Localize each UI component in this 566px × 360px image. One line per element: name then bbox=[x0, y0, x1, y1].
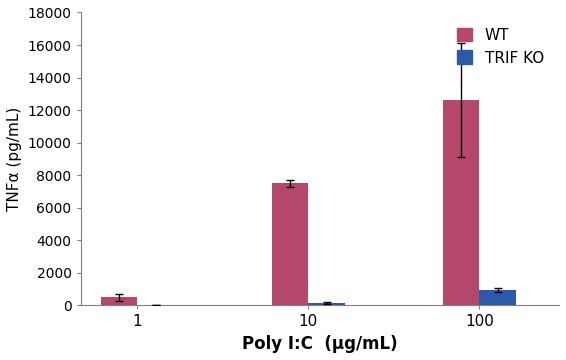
Bar bbox=[101, 297, 138, 306]
Bar bbox=[479, 290, 516, 306]
Y-axis label: TNFα (pg/mL): TNFα (pg/mL) bbox=[7, 107, 22, 211]
Bar bbox=[308, 303, 345, 306]
Legend: WT, TRIF KO: WT, TRIF KO bbox=[449, 20, 551, 73]
Bar bbox=[443, 100, 479, 306]
Bar bbox=[272, 183, 308, 306]
X-axis label: Poly I:C  (μg/mL): Poly I:C (μg/mL) bbox=[242, 335, 397, 353]
